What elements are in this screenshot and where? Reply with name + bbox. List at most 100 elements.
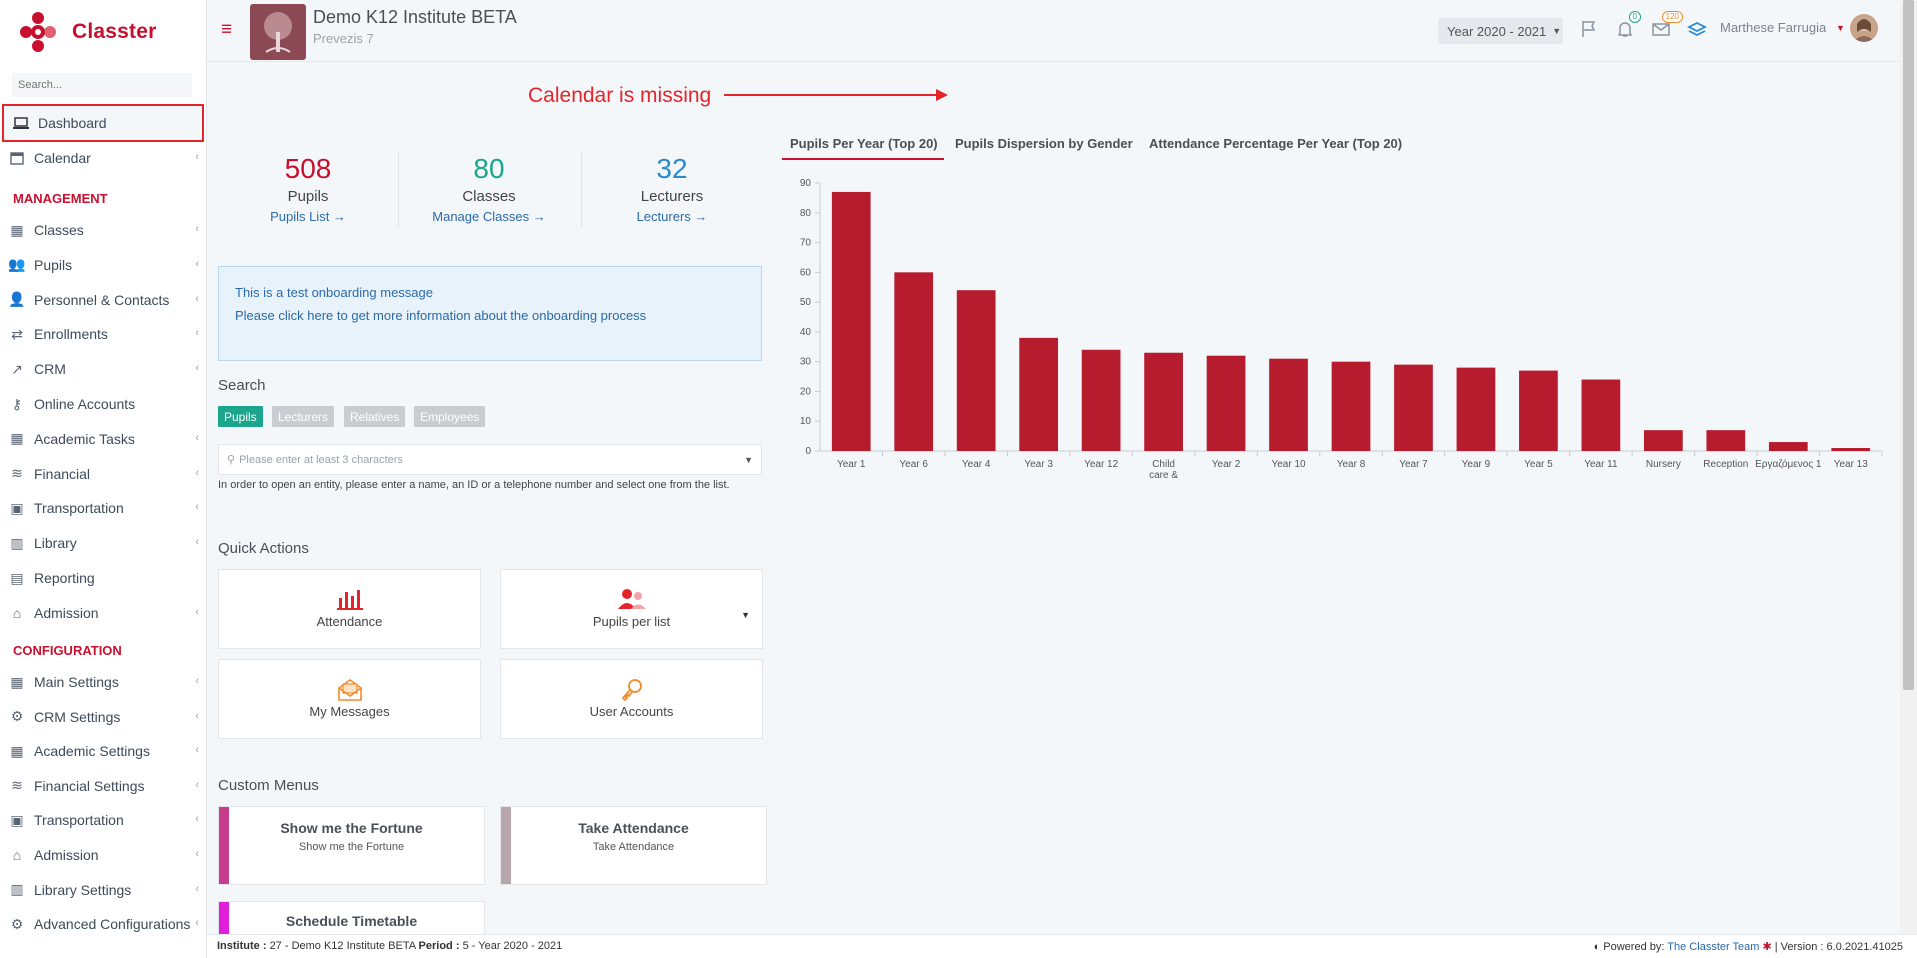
user-name[interactable]: Marthese Farrugia [1720, 20, 1827, 35]
sidebar-item-transportation[interactable]: ▣ Transportation ‹ [0, 805, 206, 835]
sidebar-item-library[interactable]: ▥ Library ‹ [0, 528, 206, 558]
sidebar-item-label: Financial Settings [34, 777, 145, 794]
sidebar-search-input[interactable] [12, 73, 192, 97]
classter-logo[interactable]: Classter [18, 10, 156, 54]
sidebar-item-academic-settings[interactable]: ▦ Academic Settings ‹ [0, 736, 206, 766]
chart-bar[interactable] [1206, 355, 1246, 451]
caret-down-icon[interactable]: ▼ [1836, 23, 1845, 33]
notification-count-badge: 0 [1628, 11, 1641, 23]
search-pill-pupils[interactable]: Pupils [218, 406, 263, 427]
chart-bar[interactable] [956, 290, 996, 451]
search-pill-employees[interactable]: Employees [414, 406, 486, 427]
stat-label: Classes [462, 188, 516, 205]
year-select-value: Year 2020 - 2021 [1447, 23, 1547, 39]
sidebar-item-advanced-configurations[interactable]: ⚙ Advanced Configurations ‹ [0, 909, 206, 939]
sidebar-item-transportation[interactable]: ▣ Transportation ‹ [0, 493, 206, 523]
chart-bar[interactable] [1581, 379, 1621, 451]
search-pill-relatives[interactable]: Relatives [344, 406, 406, 427]
quick-action-my-messages[interactable]: My Messages [218, 659, 481, 739]
chart-bar[interactable] [1768, 442, 1808, 451]
caret-down-icon[interactable]: ▼ [744, 455, 753, 465]
sidebar-item-financial-settings[interactable]: ≋ Financial Settings ‹ [0, 771, 206, 801]
manage-classes-link[interactable]: Manage Classes → [432, 209, 546, 224]
chart-bar[interactable] [1269, 358, 1308, 451]
chart-bar[interactable] [1706, 430, 1746, 451]
quick-action-attendance[interactable]: Attendance [218, 569, 481, 649]
classter-team-link[interactable]: The Classter Team [1667, 941, 1760, 953]
sidebar-item-academic-tasks[interactable]: ▦ Academic Tasks ‹ [0, 424, 206, 454]
quick-action-label: My Messages [309, 704, 390, 719]
sidebar-item-classes[interactable]: ▦ Classes ‹ [0, 215, 206, 245]
sidebar-item-label: CRM Settings [34, 708, 121, 725]
books-icon: ▥ [10, 881, 24, 898]
chart-bar[interactable] [1019, 337, 1059, 451]
tab-pupils-dispersion-gender[interactable]: Pupils Dispersion by Gender [955, 136, 1133, 151]
quick-action-user-accounts[interactable]: User Accounts [500, 659, 763, 739]
pupils-list-link[interactable]: Pupils List → [270, 209, 346, 224]
sidebar-item-crm[interactable]: ↗ CRM ‹ [0, 354, 206, 384]
sidebar-item-main-settings[interactable]: ▦ Main Settings ‹ [0, 667, 206, 697]
annotation-arrow [724, 94, 940, 96]
custom-menu-fortune[interactable]: Show me the Fortune Show me the Fortune [218, 806, 485, 885]
scrollbar-thumb[interactable] [1903, 0, 1914, 690]
sidebar-item-personnel-contacts[interactable]: 👤 Personnel & Contacts ‹ [0, 285, 206, 315]
crm-settings-icon: ⚙ [10, 708, 24, 725]
sidebar-item-crm-settings[interactable]: ⚙ CRM Settings ‹ [0, 702, 206, 732]
custom-menu-take-attendance[interactable]: Take Attendance Take Attendance [500, 806, 767, 885]
y-tick-label: 60 [800, 267, 812, 278]
year-select[interactable]: Year 2020 - 2021 ▼ [1438, 18, 1563, 44]
chart-bar[interactable] [1831, 448, 1871, 451]
annotation-text: Calendar is missing [528, 84, 712, 107]
chart-bar[interactable] [1456, 367, 1496, 451]
sidebar-item-dashboard[interactable]: Dashboard [2, 104, 204, 142]
sidebar-item-admission[interactable]: ⌂ Admission ‹ [0, 840, 206, 870]
sidebar-item-label: Main Settings [34, 674, 119, 690]
chart-bar[interactable] [1394, 364, 1433, 451]
tab-attendance-percentage[interactable]: Attendance Percentage Per Year (Top 20) [1149, 136, 1403, 151]
x-tick-label: Year 11 [1584, 459, 1618, 470]
tab-pupils-per-year[interactable]: Pupils Per Year (Top 20) [790, 136, 938, 151]
y-tick-label: 0 [805, 446, 811, 457]
custom-menu-subtitle: Take Attendance [592, 841, 675, 853]
institute-address: Prevezis 7 [313, 31, 374, 46]
layers-icon[interactable] [1685, 17, 1709, 41]
sidebar-item-reporting[interactable]: ▤ Reporting [0, 563, 206, 593]
hamburger-menu-icon[interactable]: ≡ [221, 19, 233, 40]
chevron-left-icon: ‹ [195, 362, 199, 375]
envelope-icon[interactable]: 120 [1649, 11, 1683, 41]
onboarding-link[interactable]: Please click here to get more informatio… [235, 308, 647, 323]
sidebar-item-calendar[interactable]: Calendar ‹ [0, 143, 206, 173]
x-tick-label: Year 10 [1271, 459, 1306, 470]
x-tick-label: Year 5 [1524, 459, 1553, 470]
sidebar-item-admission[interactable]: ⌂ Admission ‹ [0, 598, 206, 628]
footer-powered: ◐ Powered by: The Classter Team ✱ | Vers… [1593, 941, 1903, 953]
lecturers-link[interactable]: Lecturers → [636, 209, 708, 224]
chart-bar[interactable] [1081, 349, 1121, 451]
chart-bar[interactable] [1643, 430, 1683, 451]
chart-bar[interactable] [1519, 370, 1558, 451]
chart-bar[interactable] [831, 191, 871, 451]
stat-number: 80 [473, 153, 505, 184]
chart-bar[interactable] [1331, 361, 1371, 451]
sidebar-item-enrollments[interactable]: ⇄ Enrollments ‹ [0, 319, 206, 349]
chart-bar[interactable] [894, 272, 934, 451]
entity-search-input[interactable]: ⚲ Please enter at least 3 characters ▼ [218, 444, 762, 475]
search-pill-lecturers[interactable]: Lecturers [272, 406, 335, 427]
footer: Institute : 27 - Demo K12 Institute BETA… [207, 934, 1917, 958]
chart-bar[interactable] [1144, 352, 1183, 451]
sidebar-item-library-settings[interactable]: ▥ Library Settings ‹ [0, 875, 206, 905]
stat-pupils: 508 Pupils Pupils List → [218, 153, 398, 224]
search-icon: ⚲ [227, 454, 236, 466]
custom-menu-schedule-timetable[interactable]: Schedule Timetable [218, 901, 485, 935]
sidebar-item-online-accounts[interactable]: ⚷ Online Accounts [0, 389, 206, 419]
flag-icon[interactable] [1577, 17, 1601, 41]
caret-down-icon[interactable]: ▼ [741, 610, 750, 620]
bell-icon[interactable]: 0 [1613, 11, 1641, 41]
avatar[interactable] [1850, 14, 1878, 42]
sidebar-item-financial[interactable]: ≋ Financial ‹ [0, 459, 206, 489]
sidebar-item-pupils[interactable]: 👥 Pupils ‹ [0, 250, 206, 280]
chevron-left-icon: ‹ [195, 778, 199, 791]
quick-action-pupils-per-list[interactable]: Pupils per list ▼ [500, 569, 763, 649]
search-placeholder: Please enter at least 3 characters [239, 453, 403, 466]
custom-menu-title: Take Attendance [578, 820, 689, 836]
